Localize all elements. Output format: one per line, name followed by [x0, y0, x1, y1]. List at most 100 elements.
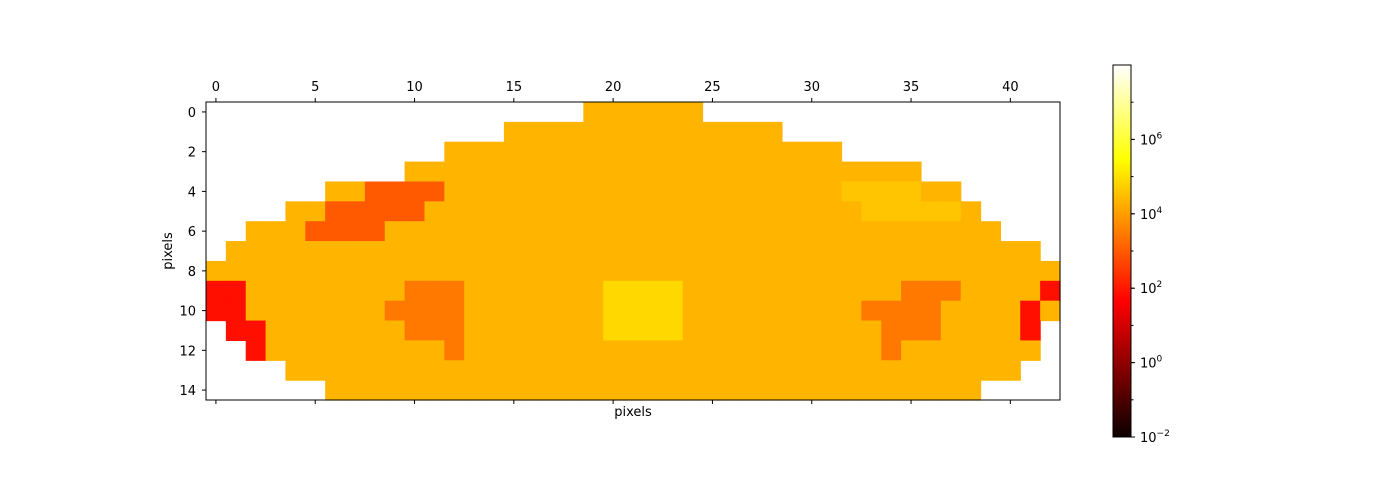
heatmap-cell — [603, 340, 624, 361]
heatmap-cell — [285, 241, 306, 262]
heatmap-cell — [901, 221, 922, 242]
heatmap-cell — [801, 260, 823, 282]
heatmap-cell — [325, 221, 346, 242]
heatmap-cell — [325, 300, 346, 322]
heatmap-cell — [901, 360, 922, 381]
heatmap-cell — [861, 221, 882, 242]
heatmap-cell — [662, 320, 684, 341]
heatmap-cell — [364, 360, 386, 381]
heatmap-cell — [920, 340, 942, 361]
heatmap-cell — [245, 300, 267, 322]
heatmap-cell — [623, 161, 644, 183]
heatmap-cell — [424, 161, 445, 183]
heatmap-cell — [940, 300, 962, 322]
heatmap-cell — [642, 320, 664, 341]
heatmap-cell — [225, 300, 247, 322]
heatmap-cell — [662, 121, 684, 143]
heatmap-cell — [940, 380, 962, 401]
heatmap-cell — [722, 121, 743, 143]
x-tick-label: 25 — [704, 80, 721, 95]
y-tick-label: 8 — [188, 265, 196, 280]
heatmap-cell — [980, 280, 1002, 302]
heatmap-cell — [662, 360, 684, 381]
heatmap-cell — [503, 221, 525, 242]
colorbar-tick-label: 104 — [1140, 206, 1163, 223]
heatmap-cell — [1020, 241, 1041, 262]
y-tick-label: 0 — [188, 106, 196, 121]
heatmap-cell — [920, 221, 942, 242]
heatmap-cell — [920, 360, 942, 381]
x-tick-label: 40 — [1002, 80, 1019, 95]
heatmap-cell — [642, 102, 664, 123]
heatmap-cell — [345, 280, 366, 302]
heatmap-cell — [821, 241, 843, 262]
heatmap-cell — [623, 380, 644, 401]
heatmap-cell — [920, 380, 942, 401]
heatmap-cell — [742, 340, 763, 361]
heatmap-cell — [484, 280, 505, 302]
heatmap-cell — [484, 141, 505, 163]
heatmap-cell — [682, 121, 704, 143]
heatmap-cell — [404, 161, 426, 183]
heatmap-cell — [464, 360, 485, 381]
heatmap-cell — [404, 300, 426, 322]
heatmap-cell — [940, 181, 962, 202]
heatmap-cell — [762, 380, 783, 401]
heatmap-cell — [245, 340, 267, 361]
heatmap-cell — [1000, 340, 1021, 361]
heatmap-cell — [762, 181, 783, 202]
heatmap-cell — [980, 340, 1002, 361]
heatmap-cell — [503, 260, 525, 282]
heatmap-cell — [484, 161, 505, 183]
heatmap-cell — [742, 141, 763, 163]
heatmap-cell — [424, 181, 445, 202]
heatmap-cell — [960, 340, 982, 361]
heatmap-cell — [285, 260, 306, 282]
heatmap-cell — [424, 241, 445, 262]
heatmap-cell — [206, 260, 227, 282]
heatmap-cell — [682, 260, 704, 282]
heatmap-cell — [364, 280, 386, 302]
heatmap-cell — [920, 300, 942, 322]
heatmap-cell — [444, 201, 465, 222]
heatmap-cell — [960, 360, 982, 381]
heatmap-cell — [583, 280, 604, 302]
heatmap-cell — [345, 181, 366, 202]
heatmap-cell — [642, 161, 664, 183]
heatmap-cell — [543, 141, 565, 163]
heatmap-cell — [901, 201, 922, 222]
heatmap-cell — [801, 181, 823, 202]
heatmap-cell — [603, 121, 624, 143]
heatmap-cell — [345, 260, 366, 282]
heatmap-cell — [265, 340, 287, 361]
colorbar-tick-label: 10−2 — [1140, 429, 1170, 446]
heatmap-cell — [424, 201, 445, 222]
heatmap-cell — [503, 300, 525, 322]
heatmap-cell — [424, 340, 445, 361]
heatmap-cell — [623, 102, 644, 123]
heatmap-cell — [662, 300, 684, 322]
heatmap-cell — [484, 201, 505, 222]
heatmap-cell — [563, 181, 584, 202]
heatmap-cell — [523, 221, 545, 242]
heatmap-cell — [325, 340, 346, 361]
heatmap-cell — [503, 280, 525, 302]
colorbar-tick-label: 102 — [1140, 280, 1162, 297]
heatmap-cell — [384, 280, 406, 302]
heatmap-cell — [722, 260, 743, 282]
heatmap-cell — [563, 161, 584, 183]
heatmap-cell — [563, 280, 584, 302]
heatmap-cell — [543, 300, 565, 322]
heatmap-cell — [940, 221, 962, 242]
heatmap-cell — [682, 360, 704, 381]
heatmap-cell — [225, 241, 247, 262]
heatmap-cell — [781, 241, 803, 262]
heatmap-cell — [821, 380, 843, 401]
heatmap-cell — [623, 260, 644, 282]
heatmap-cell — [821, 280, 843, 302]
heatmap-cell — [722, 181, 743, 202]
heatmap-cell — [801, 360, 823, 381]
heatmap-cell — [563, 141, 584, 163]
heatmap-cell — [821, 201, 843, 222]
